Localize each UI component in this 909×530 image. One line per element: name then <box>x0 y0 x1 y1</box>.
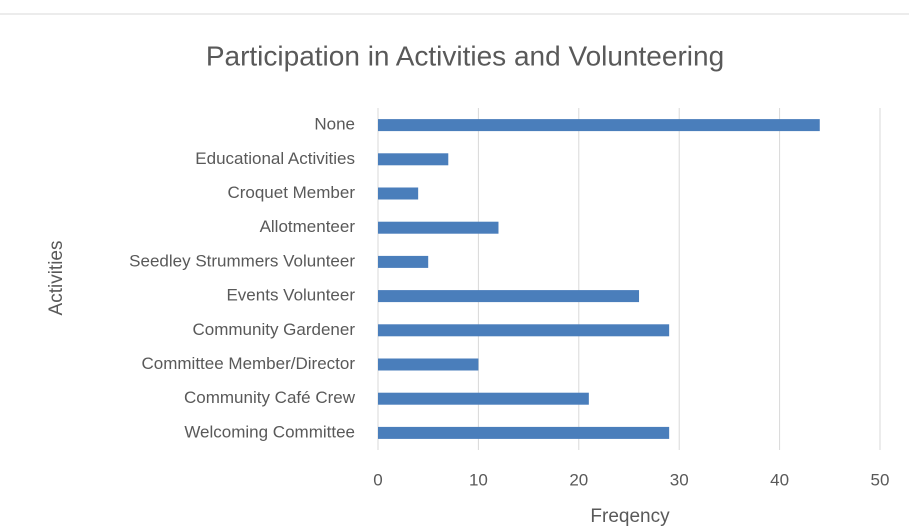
bar <box>378 255 429 268</box>
x-tick-label: 30 <box>670 470 689 489</box>
bar <box>378 392 589 405</box>
bar <box>378 153 449 166</box>
y-tick-label: Educational Activities <box>195 149 355 168</box>
y-tick-label: Welcoming Committee <box>184 422 355 441</box>
x-tick-label: 20 <box>569 470 588 489</box>
bar <box>378 119 820 132</box>
y-tick-label: None <box>314 115 355 134</box>
bar <box>378 290 640 303</box>
bar <box>378 358 479 371</box>
x-tick-label: 10 <box>469 470 488 489</box>
y-tick-label: Committee Member/Director <box>142 354 356 373</box>
bar <box>378 324 670 337</box>
y-tick-label: Seedley Strummers Volunteer <box>129 251 355 270</box>
x-axis-label: Freqency <box>590 506 670 527</box>
y-tick-label: Community Café Crew <box>184 388 356 407</box>
x-tick-label: 0 <box>373 470 382 489</box>
y-axis-label: Activities <box>46 241 67 316</box>
chart-title: Participation in Activities and Voluntee… <box>206 40 724 71</box>
y-tick-label: Allotmenteer <box>260 217 356 236</box>
bar <box>378 187 419 200</box>
bar <box>378 221 499 234</box>
x-tick-label: 40 <box>770 470 789 489</box>
y-tick-label: Events Volunteer <box>226 286 355 305</box>
y-tick-label: Croquet Member <box>227 183 355 202</box>
x-tick-label: 50 <box>871 470 890 489</box>
bar <box>378 426 670 439</box>
y-tick-label: Community Gardener <box>192 320 355 339</box>
